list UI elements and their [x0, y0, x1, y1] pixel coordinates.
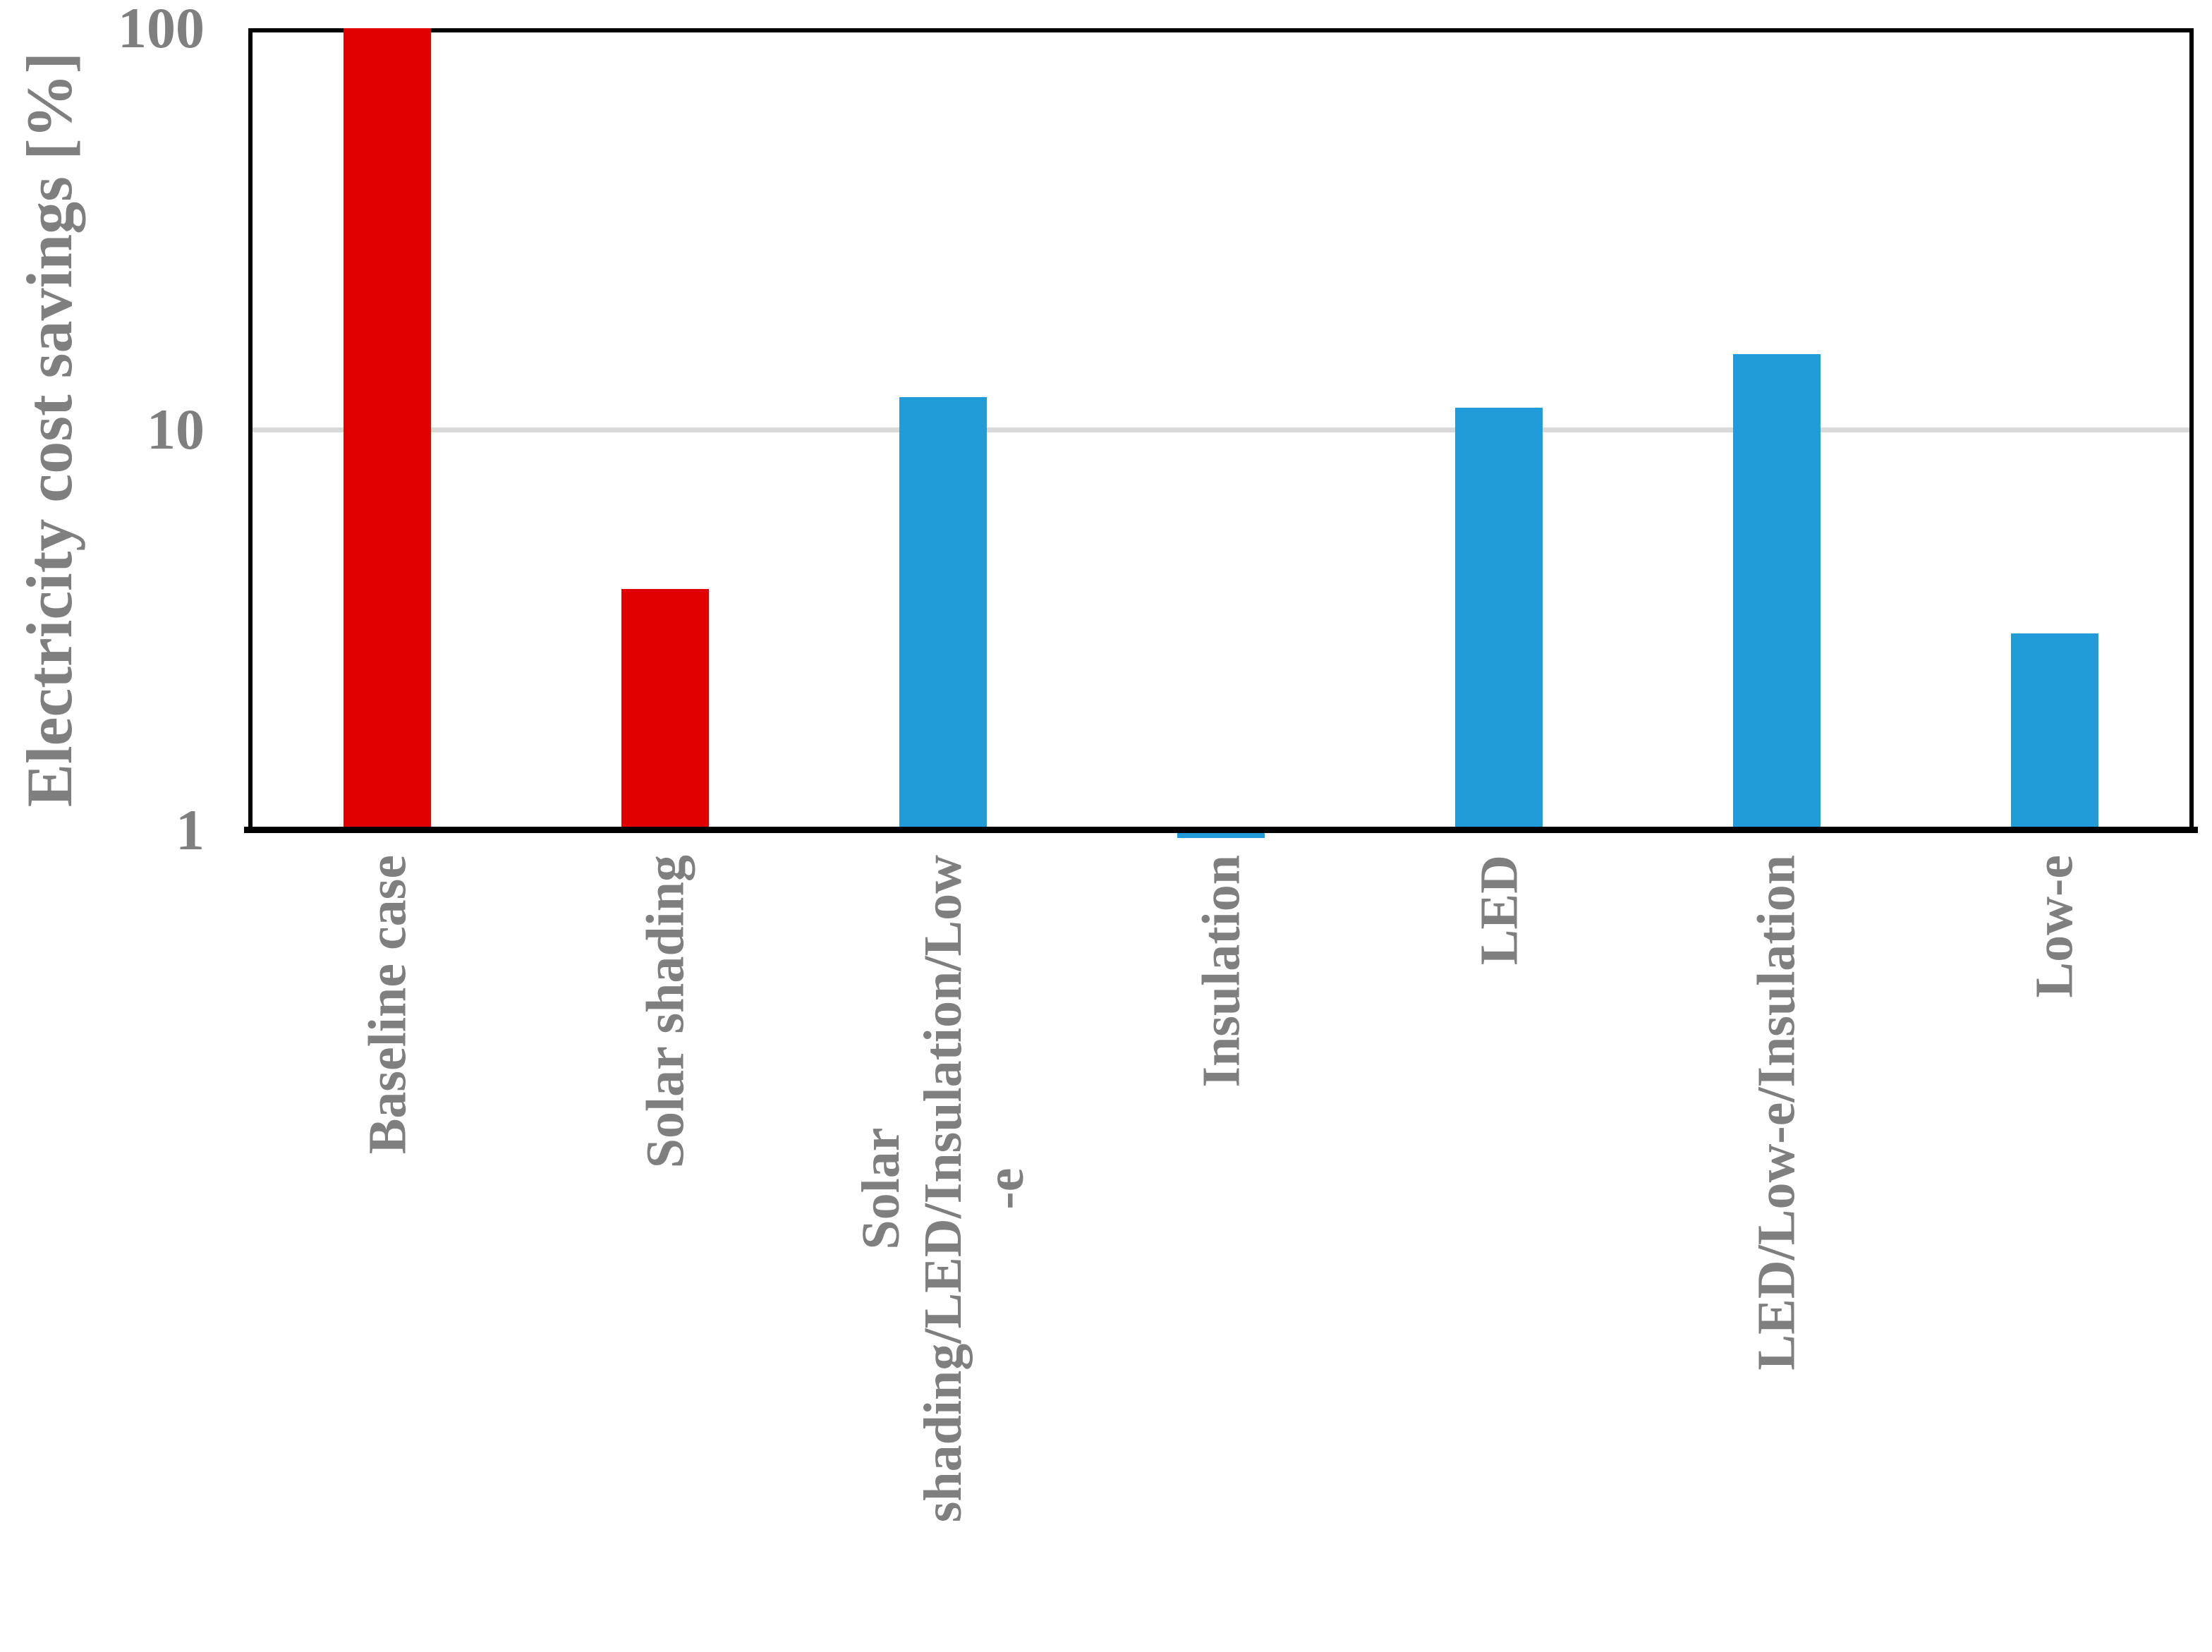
x-label-insulation: Insulation: [1191, 855, 1251, 1088]
x-label-solar-shading: Solar shading: [636, 855, 695, 1169]
x-label-solar-shading-led-insulation-low-e: Solar shading/LED/Insulation/Low -e: [851, 855, 1035, 1523]
bar-baseline-case: [344, 28, 431, 830]
y-tick-100: 100: [118, 0, 205, 60]
x-label-led-low-e-insulation: LED/Low-e/Insulation: [1747, 855, 1806, 1371]
x-label-low-e: Low-e: [2025, 855, 2084, 998]
gridline-10: [253, 427, 2189, 432]
bar-led: [1455, 408, 1543, 830]
bar-led-low-e-insulation: [1733, 354, 1821, 830]
bar-solar-shading-led-insulation-low-e: [899, 397, 987, 830]
x-axis-line: [244, 827, 2198, 833]
y-tick-10: 10: [147, 397, 205, 461]
bar-solar-shading: [621, 589, 709, 830]
x-label-led: LED: [1469, 855, 1529, 966]
y-axis-title: Electricity cost savings [%]: [13, 51, 85, 808]
bar-low-e: [2011, 633, 2098, 830]
x-label-baseline-case: Baseline case: [358, 855, 417, 1155]
y-tick-1: 1: [176, 798, 205, 862]
plot-area: [248, 28, 2194, 830]
bar-insulation: [1177, 833, 1265, 838]
